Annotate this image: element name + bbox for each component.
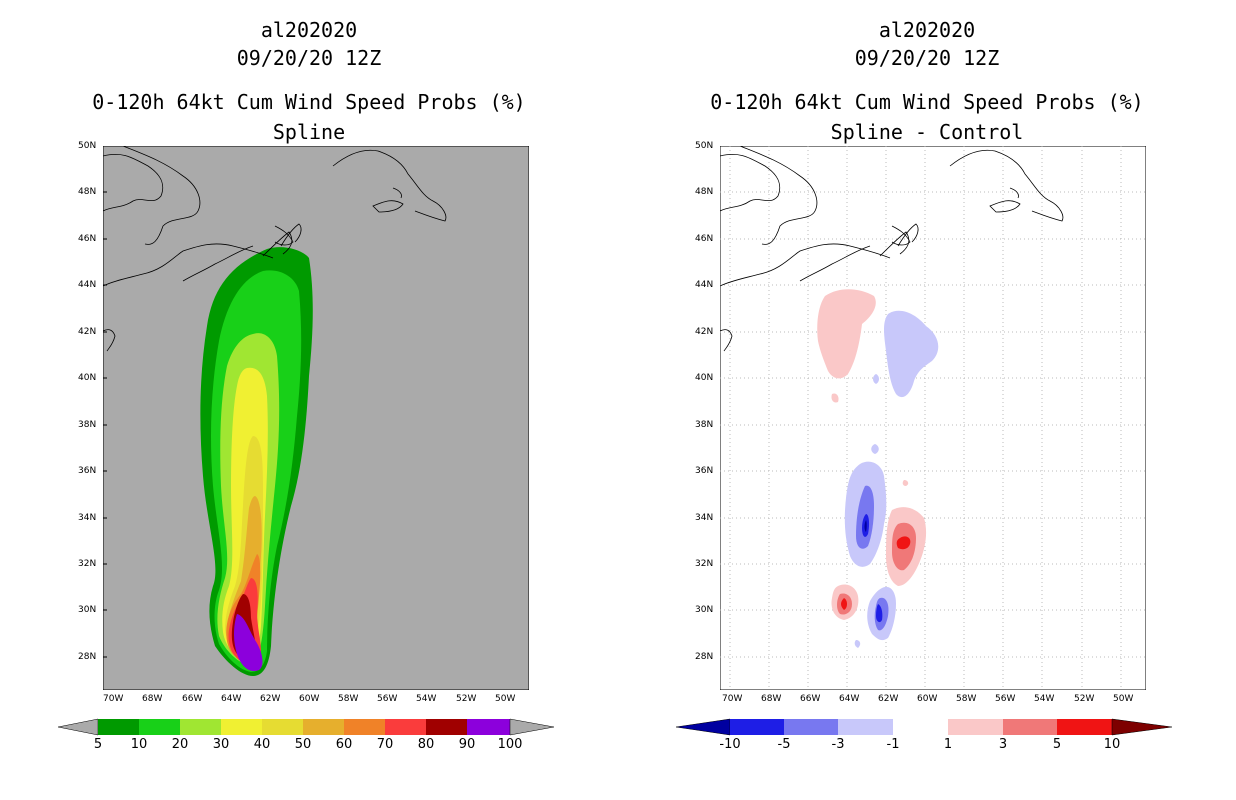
- coastlines: [720, 146, 1064, 352]
- left-colorbar-swatch: [426, 719, 467, 735]
- left-colorbar-label: 70: [376, 737, 394, 752]
- right-lat-label: 50N: [695, 141, 714, 151]
- left-colorbar-label: 30: [212, 737, 230, 752]
- right-lat-label: 42N: [695, 327, 714, 337]
- right-lat-label: 28N: [695, 652, 714, 662]
- difference-contours: [817, 289, 939, 648]
- left-lon-label: 54W: [416, 694, 437, 704]
- right-lat-label: 34N: [695, 513, 714, 523]
- left-map: [103, 146, 529, 690]
- left-lon-label: 50W: [495, 694, 516, 704]
- left-lon-label: 58W: [338, 694, 359, 704]
- left-colorbar-swatch: [139, 719, 180, 735]
- left-lat-label: 50N: [78, 141, 97, 151]
- right-colorbar-swatch: [784, 719, 838, 735]
- left-colorbar-label: 100: [497, 737, 523, 752]
- left-lat-label: 42N: [78, 327, 97, 337]
- left-lon-label: 70W: [103, 694, 124, 704]
- right-lon-label: 70W: [722, 694, 743, 704]
- left-product-title: 0-120h 64kt Cum Wind Speed Probs (%): [92, 90, 526, 114]
- probability-contours: [200, 247, 313, 676]
- left-subtitle: Spline: [272, 120, 346, 144]
- left-colorbar-label: 40: [253, 737, 271, 752]
- right-colorbar: [676, 718, 1172, 736]
- right-lon-label: 68W: [761, 694, 782, 704]
- right-storm-id: al202020: [878, 18, 976, 42]
- right-colorbar-swatch: [1057, 719, 1112, 735]
- left-lat-label: 40N: [78, 373, 97, 383]
- right-lat-label: 32N: [695, 559, 714, 569]
- left-lat-label: 36N: [78, 466, 97, 476]
- right-lon-label: 50W: [1113, 694, 1134, 704]
- right-colorbar-label: 3: [998, 737, 1008, 752]
- left-lat-label: 44N: [78, 280, 97, 290]
- left-colorbar-label: 10: [130, 737, 148, 752]
- left-colorbar-label: 5: [93, 737, 103, 752]
- right-lon-label: 56W: [995, 694, 1016, 704]
- left-lon-label: 56W: [377, 694, 398, 704]
- left-lat-label: 46N: [78, 234, 97, 244]
- right-lon-label: 58W: [956, 694, 977, 704]
- right-colorbar-swatch: [948, 719, 1003, 735]
- left-datetime: 09/20/20 12Z: [236, 46, 382, 70]
- right-colorbar-swatch: [893, 719, 948, 735]
- left-lon-label: 62W: [260, 694, 281, 704]
- left-lon-label: 52W: [456, 694, 477, 704]
- left-colorbar-label: 80: [417, 737, 435, 752]
- left-colorbar-swatch: [180, 719, 221, 735]
- right-lat-label: 48N: [695, 187, 714, 197]
- right-lat-label: 38N: [695, 420, 714, 430]
- left-storm-id: al202020: [260, 18, 358, 42]
- left-colorbar-swatch: [98, 719, 139, 735]
- right-lon-label: 62W: [878, 694, 899, 704]
- right-subtitle: Spline - Control: [830, 120, 1024, 144]
- left-lat-label: 38N: [78, 420, 97, 430]
- right-colorbar-label: -5: [777, 737, 791, 752]
- left-colorbar-label: 50: [294, 737, 312, 752]
- left-lon-label: 64W: [221, 694, 242, 704]
- left-colorbar-label: 60: [335, 737, 353, 752]
- left-colorbar-swatch: [221, 719, 262, 735]
- right-lat-label: 40N: [695, 373, 714, 383]
- left-lon-label: 60W: [299, 694, 320, 704]
- left-colorbar-swatch: [385, 719, 426, 735]
- left-lat-label: 28N: [78, 652, 97, 662]
- right-colorbar-label: 5: [1052, 737, 1062, 752]
- right-datetime: 09/20/20 12Z: [854, 46, 1000, 70]
- right-colorbar-label: 1: [943, 737, 953, 752]
- right-lon-label: 66W: [800, 694, 821, 704]
- right-colorbar-swatch: [1003, 719, 1057, 735]
- right-colorbar-label: -1: [886, 737, 900, 752]
- right-product-title: 0-120h 64kt Cum Wind Speed Probs (%): [710, 90, 1144, 114]
- left-colorbar-label: 90: [458, 737, 476, 752]
- left-lon-label: 68W: [142, 694, 163, 704]
- right-lon-label: 52W: [1074, 694, 1095, 704]
- grid-lines: [720, 146, 1146, 690]
- right-lon-label: 64W: [839, 694, 860, 704]
- left-lon-label: 66W: [182, 694, 203, 704]
- right-colorbar-label: 10: [1103, 737, 1121, 752]
- right-lat-label: 46N: [695, 234, 714, 244]
- right-colorbar-swatch: [838, 719, 893, 735]
- left-colorbar: [58, 718, 554, 736]
- left-lat-label: 30N: [78, 605, 97, 615]
- left-colorbar-swatch: [344, 719, 385, 735]
- right-lon-label: 54W: [1034, 694, 1055, 704]
- right-colorbar-label: -10: [719, 737, 741, 752]
- left-colorbar-swatch: [262, 719, 303, 735]
- left-lat-label: 48N: [78, 187, 97, 197]
- right-map: [720, 146, 1146, 690]
- right-lat-label: 44N: [695, 280, 714, 290]
- left-colorbar-swatch: [303, 719, 344, 735]
- left-colorbar-swatch: [467, 719, 510, 735]
- left-lat-label: 34N: [78, 513, 97, 523]
- left-lat-label: 32N: [78, 559, 97, 569]
- left-colorbar-label: 20: [171, 737, 189, 752]
- right-lat-label: 36N: [695, 466, 714, 476]
- right-colorbar-swatch: [730, 719, 784, 735]
- right-lon-label: 60W: [917, 694, 938, 704]
- right-colorbar-label: -3: [831, 737, 845, 752]
- coastlines: [103, 146, 447, 352]
- right-lat-label: 30N: [695, 605, 714, 615]
